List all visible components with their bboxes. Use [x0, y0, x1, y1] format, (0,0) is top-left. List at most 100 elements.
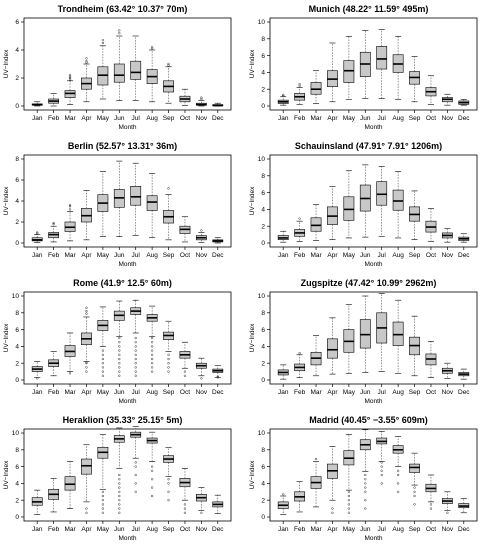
y-axis-label: UV−Index	[249, 323, 256, 352]
x-tick-label: Jan	[278, 252, 289, 259]
outlier-point	[36, 232, 39, 235]
y-tick-label: 0	[15, 103, 19, 110]
outlier-point	[413, 503, 416, 506]
outlier-point	[150, 366, 154, 369]
outlier-point	[134, 362, 137, 365]
x-tick-label: Dec	[212, 252, 224, 259]
y-tick-label: 4	[261, 70, 265, 77]
chart-panel: Schauinsland (47.91° 7.91° 1206m) 0 2 4 6 8 10…	[249, 141, 478, 268]
outlier-point	[101, 370, 105, 373]
outlier-point	[134, 345, 137, 348]
outlier-point	[118, 473, 121, 477]
outlier-point	[183, 503, 187, 506]
outlier-point	[85, 312, 88, 315]
y-tick-label: 4	[261, 207, 265, 214]
outlier-point	[118, 341, 121, 344]
chart-title: Zugspitze (47.42° 10.99° 2962m)	[301, 278, 437, 288]
outlier-point	[68, 74, 72, 77]
outlier-point	[134, 490, 137, 493]
y-axis-label: UV−Index	[249, 460, 256, 489]
y-tick-label: 10	[12, 430, 20, 437]
outlier-point	[150, 478, 154, 481]
outlier-point	[118, 374, 121, 377]
x-axis-label: Month	[118, 261, 136, 268]
outlier-point	[36, 377, 39, 380]
x-tick-label: Dec	[458, 526, 470, 533]
x-tick-label: Sep	[163, 115, 175, 122]
outlier-point	[101, 353, 105, 356]
outlier-point	[150, 486, 154, 489]
y-axis-label: UV−Index	[249, 186, 256, 215]
outlier-point	[101, 366, 105, 369]
x-tick-label: Jan	[278, 115, 289, 122]
x-axis-label: Month	[118, 124, 136, 131]
x-tick-label: Sep	[163, 526, 175, 533]
x-tick-label: Feb	[294, 252, 306, 259]
outlier-point	[118, 494, 121, 498]
x-tick-label: May	[97, 526, 110, 533]
outlier-point	[52, 222, 55, 226]
x-tick-label: Oct	[180, 526, 190, 533]
box	[146, 195, 158, 211]
plot-frame	[23, 428, 232, 522]
plot-frame	[23, 291, 232, 385]
x-tick-label: Aug	[392, 115, 404, 122]
outlier-point	[183, 507, 187, 510]
outlier-point	[134, 374, 137, 377]
outlier-point	[183, 374, 187, 377]
outlier-point	[216, 376, 219, 379]
x-tick-label: May	[343, 526, 356, 533]
chart-panel: Munich (48.22° 11.59° 495m) 0 2 4 6 8 10 UV−Ind…	[249, 4, 478, 131]
outlier-point	[134, 349, 137, 352]
x-tick-label: Oct	[426, 252, 436, 259]
x-tick-label: Jun	[114, 252, 125, 259]
y-tick-label: 6	[261, 464, 265, 471]
outlier-point	[118, 29, 121, 32]
outlier-point	[101, 374, 105, 377]
outlier-point	[396, 473, 400, 477]
y-tick-label: 8	[261, 447, 265, 454]
outlier-point	[167, 62, 170, 66]
y-tick-label: 10	[12, 293, 20, 300]
x-tick-label: Oct	[426, 115, 436, 122]
x-tick-label: Oct	[180, 115, 190, 122]
y-tick-label: 2	[261, 360, 265, 367]
x-tick-label: Jan	[278, 389, 289, 396]
x-tick-label: Aug	[146, 252, 158, 259]
outlier-point	[101, 41, 105, 45]
outlier-point	[364, 499, 367, 502]
outlier-point	[68, 205, 72, 208]
outlier-point	[85, 366, 88, 369]
box	[343, 196, 355, 221]
outlier-point	[380, 473, 383, 477]
outlier-point	[150, 345, 154, 348]
outlier-point	[118, 511, 121, 514]
chart-panel: Berlin (52.57° 13.31° 36m) 0 2 4 6 8 UV−Index J…	[3, 141, 232, 268]
outlier-point	[413, 486, 416, 489]
x-tick-label: May	[343, 252, 356, 259]
outlier-point	[118, 345, 121, 348]
outlier-point	[380, 461, 383, 464]
outlier-point	[85, 507, 88, 510]
x-tick-label: Dec	[458, 115, 470, 122]
x-tick-label: Aug	[392, 252, 404, 259]
outlier-point	[118, 362, 121, 365]
outlier-point	[167, 357, 170, 361]
x-tick-label: Aug	[146, 389, 158, 396]
x-tick-label: Apr	[327, 115, 338, 122]
outlier-point	[36, 231, 39, 234]
outlier-point	[118, 366, 121, 369]
x-tick-label: Oct	[426, 526, 436, 533]
outlier-point	[150, 465, 154, 468]
chart-title: Munich (48.22° 11.59° 495m)	[309, 4, 429, 14]
outlier-point	[134, 366, 137, 369]
y-tick-label: 4	[15, 198, 19, 205]
x-tick-label: Jan	[278, 526, 289, 533]
x-axis-label: Month	[364, 535, 382, 542]
outlier-point	[118, 357, 121, 361]
x-tick-label: Apr	[327, 389, 338, 396]
y-tick-label: 6	[15, 19, 19, 26]
x-tick-label: Aug	[392, 389, 404, 396]
outlier-point	[134, 461, 137, 464]
outlier-point	[396, 469, 400, 472]
